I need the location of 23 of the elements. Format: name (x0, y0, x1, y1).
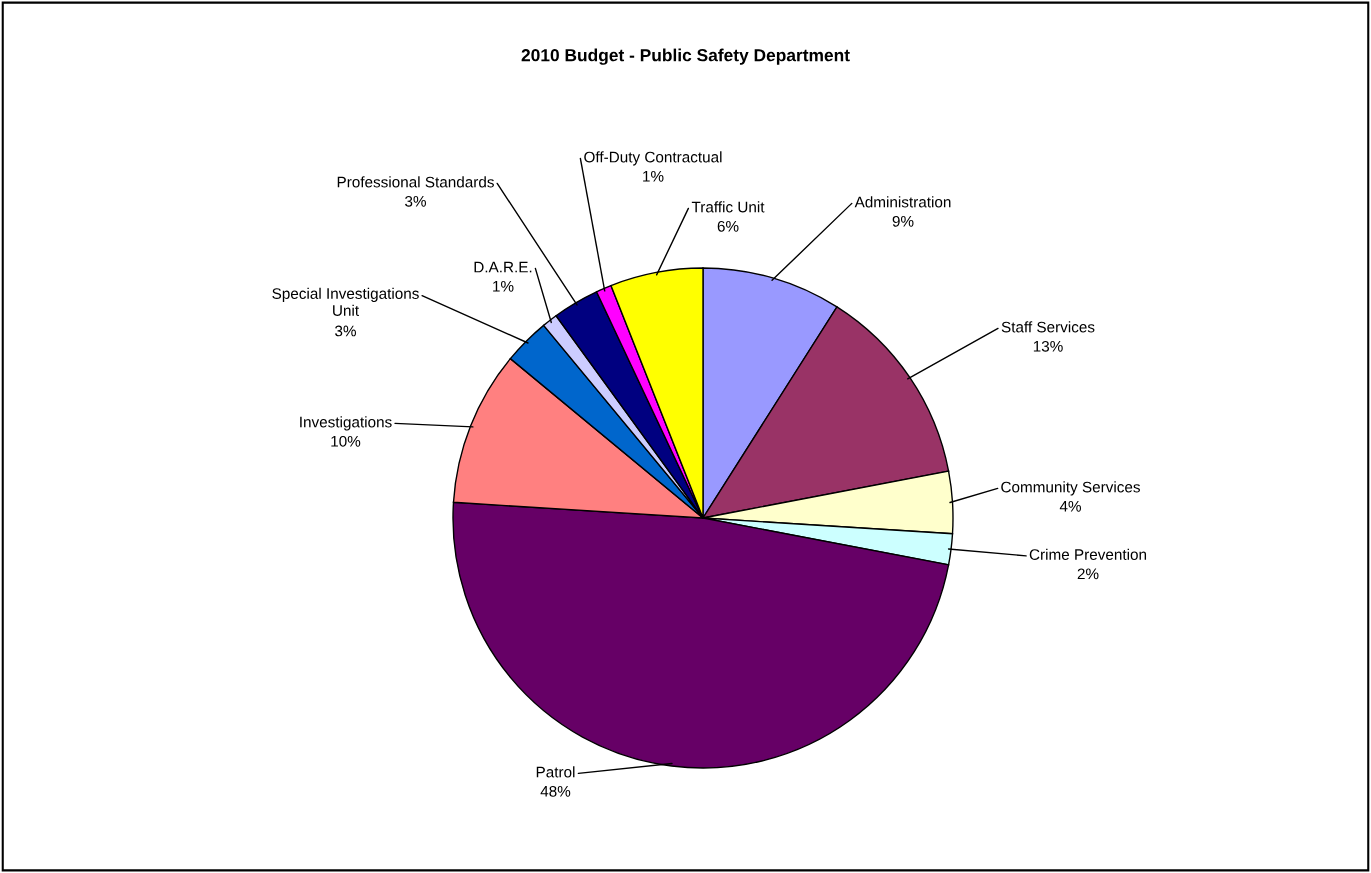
slice-label: Traffic Unit (691, 201, 765, 213)
slice-label: Special Investigations Unit (272, 287, 419, 316)
slice-label: Administration (854, 196, 951, 208)
data-label: 3% (405, 195, 426, 207)
slice-label: D.A.R.E. (474, 261, 532, 273)
data-label: 4% (1059, 500, 1081, 512)
data-label: 3% (335, 325, 356, 337)
data-label: 1% (643, 170, 664, 182)
data-label: 48% (540, 785, 571, 797)
slice-label: Crime Prevention (1029, 548, 1147, 560)
slice-label: Staff Services (1001, 321, 1095, 333)
chart-title: 2010 Budget - Public Safety Department (521, 48, 850, 65)
data-label: 9% (892, 215, 914, 227)
data-label: 2% (1077, 568, 1099, 580)
data-label: 1% (493, 280, 514, 292)
slice-label: Community Services (1001, 481, 1140, 496)
slice-label: Patrol (536, 766, 575, 778)
data-label: 10% (331, 435, 361, 447)
slice-label: Professional Standards (337, 176, 494, 188)
data-label: 6% (717, 220, 739, 232)
slice-label: Off-Duty Contractual (584, 151, 722, 166)
data-label: 13% (1033, 340, 1063, 352)
slice-label: Investigations (300, 416, 392, 431)
